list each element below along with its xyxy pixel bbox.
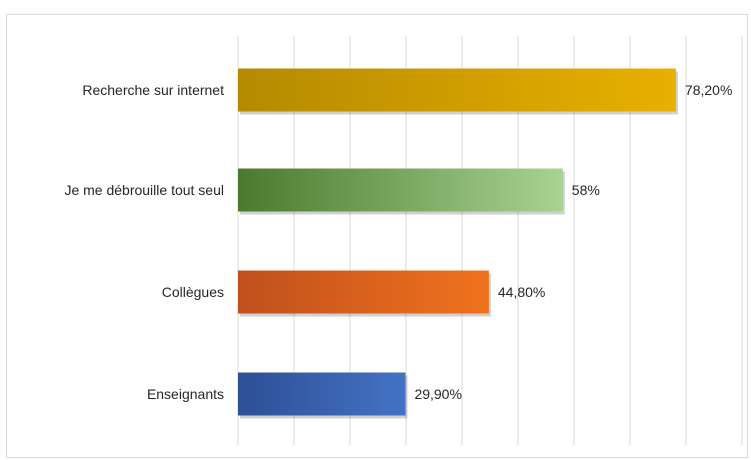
bar-3 — [238, 372, 406, 416]
bar-1 — [238, 168, 563, 212]
category-label: Recherche sur internet — [82, 82, 224, 98]
value-label: 78,20% — [685, 82, 732, 98]
bar-0 — [238, 68, 676, 112]
category-label: Enseignants — [147, 386, 224, 402]
value-label: 44,80% — [498, 284, 545, 300]
value-label: 29,90% — [414, 386, 461, 402]
category-label: Collègues — [162, 284, 224, 300]
bars — [238, 68, 678, 419]
category-label: Je me débrouille tout seul — [64, 182, 224, 198]
labels: Recherche sur internet 78,20% Je me débrou… — [64, 82, 732, 402]
bar-2 — [238, 270, 489, 314]
value-label: 58% — [572, 182, 600, 198]
